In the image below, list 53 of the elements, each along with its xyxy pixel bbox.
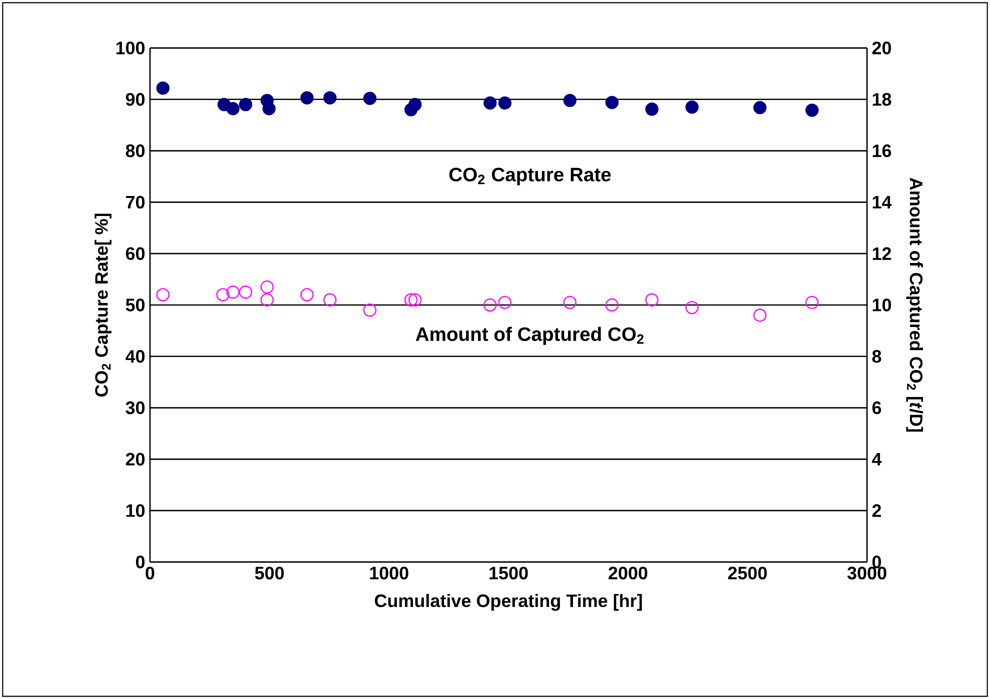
y2-tick-label: 6	[872, 401, 882, 414]
y2-tick-label: 16	[872, 144, 892, 158]
point	[239, 286, 252, 299]
x-tick-label: 2000	[608, 566, 648, 580]
y2-tick-label: 10	[872, 298, 891, 312]
point	[805, 296, 819, 310]
y-tick-label: 30	[126, 401, 145, 414]
point	[645, 293, 658, 306]
annotation: Amount of Captured CO$_{2}$	[416, 326, 644, 345]
y2-tick-label: 2	[872, 504, 881, 517]
y-tick-label: 50	[126, 298, 145, 312]
point	[260, 280, 274, 294]
y-tick-label: 60	[126, 247, 145, 260]
y-tick-label: 100	[116, 42, 145, 54]
point	[300, 288, 314, 302]
y-tick-label: 70	[126, 196, 145, 209]
x-tick-label: 2500	[728, 566, 767, 580]
point	[260, 293, 274, 306]
y2-tick-label: 4	[872, 453, 882, 466]
y2-tick-label: 8	[872, 350, 882, 363]
y-tick-label: 90	[126, 93, 145, 106]
x-tick-label: 500	[255, 566, 284, 580]
y2-tick-label: 0	[872, 556, 881, 568]
point	[226, 286, 240, 299]
point	[498, 296, 512, 310]
point	[156, 288, 170, 302]
x-tick-label: 1000	[370, 566, 408, 580]
point	[404, 293, 418, 306]
x-tick-label: 0	[146, 566, 154, 580]
y-tick-label: 40	[126, 350, 145, 363]
point	[323, 293, 337, 306]
y2-axis-title: Amount of Captured CO$_{2}$ [t/D]	[906, 178, 924, 432]
y-tick-label: 0	[136, 556, 145, 568]
point	[605, 298, 619, 312]
point	[685, 300, 699, 314]
y2-tick-label: 14	[872, 196, 892, 208]
y-tick-label: 80	[126, 144, 145, 158]
y2-tick-label: 12	[872, 247, 891, 260]
point	[216, 288, 230, 302]
annotation: CO$_{2}$ Capture Rate	[449, 168, 611, 186]
point	[563, 296, 577, 310]
x-axis-title: Cumulative Operating Time [hr]	[374, 594, 642, 611]
y2-tick-label: 20	[872, 42, 891, 54]
y-tick-label: 20	[126, 452, 145, 466]
y-tick-label: 10	[126, 504, 145, 517]
point	[484, 298, 497, 312]
x-tick-label: 1500	[490, 566, 528, 580]
y-axis-title: CO$_{2}$ Capture Rate[ %]	[94, 214, 112, 397]
point	[408, 293, 422, 306]
point	[363, 304, 376, 317]
point	[753, 308, 767, 322]
x-tick-label: 3000	[847, 566, 886, 580]
y2-tick-label: 18	[872, 93, 892, 106]
